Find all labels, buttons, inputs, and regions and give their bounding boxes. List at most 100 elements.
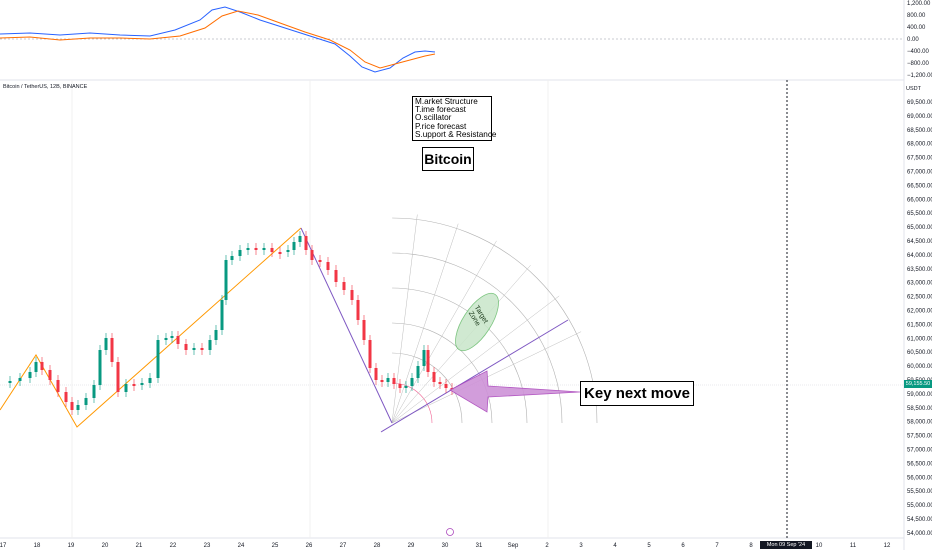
candle-body <box>374 368 378 380</box>
candle-body <box>176 336 180 344</box>
candle-body <box>230 256 234 260</box>
price-tick-label: 62,500.00 <box>907 295 932 301</box>
date-tick-label: 6 <box>681 543 685 549</box>
candle-body <box>170 336 174 338</box>
oscillator-tick-label: −400.00 <box>907 49 930 55</box>
price-tick-label: 68,500.00 <box>907 128 932 134</box>
price-tick-label: 65,000.00 <box>907 225 932 231</box>
date-tick-label: 25 <box>272 543 279 549</box>
date-tick-label: Sep <box>508 543 519 549</box>
candle-body <box>184 344 188 350</box>
oscillator-tick-label: 0.00 <box>907 37 919 43</box>
candle-body <box>404 386 408 388</box>
candle-body <box>326 262 330 270</box>
candle-body <box>304 236 308 250</box>
oscillator-tick-label: −800.00 <box>907 61 930 67</box>
fan-ray <box>391 214 418 424</box>
candle-body <box>192 348 196 350</box>
fan-arc <box>392 382 433 424</box>
candle-body <box>40 362 44 370</box>
acronym-note[interactable]: M.arket Structure T.ime forecast O.scill… <box>412 96 497 142</box>
candle-body <box>238 250 242 256</box>
candle-body <box>164 338 168 340</box>
candlestick-series[interactable] <box>8 231 454 415</box>
candle-body <box>422 350 426 366</box>
signal-line <box>0 10 436 69</box>
price-tick-label: 54,500.00 <box>907 517 932 523</box>
fan-ray <box>391 295 560 424</box>
price-tick-label: 66,000.00 <box>907 197 932 203</box>
candle-body <box>362 320 366 340</box>
candle-body <box>48 370 52 380</box>
price-tick-label: 61,500.00 <box>907 322 932 328</box>
candle-body <box>286 250 290 252</box>
date-tick-label: 7 <box>715 543 719 549</box>
date-tick-label: 11 <box>850 543 857 549</box>
price-tick-label: 56,000.00 <box>907 475 932 481</box>
candle-body <box>380 380 384 382</box>
candle-body <box>356 300 360 320</box>
candle-body <box>140 383 144 385</box>
price-tick-label: 58,500.00 <box>907 406 932 412</box>
acronym-line: M.arket Structure <box>415 97 478 106</box>
date-tick-label: 31 <box>476 543 483 549</box>
fan-arc <box>392 322 493 424</box>
price-tick-label: 63,000.00 <box>907 281 932 287</box>
date-tick-label: 2 <box>545 543 549 549</box>
candle-body <box>342 282 346 290</box>
price-tick-label: 65,500.00 <box>907 211 932 217</box>
date-tick-label: 4 <box>613 543 617 549</box>
support-line[interactable] <box>380 319 569 433</box>
acronym-line: T.ime forecast <box>415 105 466 115</box>
candle-body <box>70 402 74 410</box>
price-tick-label: 55,000.00 <box>907 503 932 509</box>
time-axis[interactable]: 17 18 19 20 21 22 23 24 25 26 27 28 29 30 31 Sep 2 3 4 5 6 7 8… <box>0 543 891 549</box>
event-marker-icon[interactable] <box>446 528 454 536</box>
key-next-move-note[interactable]: Key next move <box>580 381 694 406</box>
date-tick-label: 5 <box>647 543 651 549</box>
date-tick-label: 10 <box>816 543 823 549</box>
price-tick-label: 58,000.00 <box>907 420 932 426</box>
candle-body <box>8 381 12 383</box>
candle-body <box>76 405 80 410</box>
candle-body <box>124 384 128 392</box>
price-tick-label: 60,000.00 <box>907 364 932 370</box>
price-tick-label: 64,000.00 <box>907 253 932 259</box>
date-tick-label: 19 <box>68 543 75 549</box>
candle-body <box>18 378 22 381</box>
key-move-arrow[interactable] <box>449 370 581 413</box>
symbol-title: Bitcoin / TetherUS, 12B, BINANCE <box>3 84 88 90</box>
date-tick-label: 28 <box>374 543 381 549</box>
candle-body <box>278 252 282 254</box>
candle-body <box>132 384 136 386</box>
date-tick-label: 30 <box>442 543 449 549</box>
price-axis[interactable]: 69,500.00 69,000.00 68,500.00 68,000.00 67,5… <box>907 100 932 537</box>
fan-arc <box>392 287 528 424</box>
candle-body <box>208 340 212 350</box>
candle-body <box>334 270 338 282</box>
uptrend-line[interactable] <box>0 227 302 428</box>
price-tick-label: 64,500.00 <box>907 239 932 245</box>
downtrend-line[interactable] <box>300 227 393 424</box>
date-tick-label: 26 <box>306 543 313 549</box>
fan-arc <box>392 217 598 424</box>
candle-body <box>270 248 274 252</box>
date-tick-label: 23 <box>204 543 211 549</box>
candle-body <box>416 366 420 378</box>
target-zone-ellipse[interactable] <box>447 287 506 358</box>
candle-body <box>28 372 32 378</box>
candle-body <box>438 382 442 384</box>
candle-body <box>92 385 96 398</box>
fan-ray <box>391 240 497 424</box>
date-tick-label: 8 <box>749 543 753 549</box>
acronym-line: S.upport & Resistance <box>415 129 497 139</box>
date-tick-label: 29 <box>408 543 415 549</box>
date-tick-label: 21 <box>136 543 143 549</box>
oscillator-axis[interactable]: 1,200.00 800.00 400.00 0.00 −400.00 −800.00 −1… <box>907 1 932 79</box>
bitcoin-title-note[interactable]: Bitcoin <box>422 147 474 171</box>
date-tick-label: 17 <box>0 543 7 549</box>
price-tick-label: 67,000.00 <box>907 170 932 176</box>
price-tick-label: 66,500.00 <box>907 183 932 189</box>
price-tick-label: 57,000.00 <box>907 448 932 454</box>
